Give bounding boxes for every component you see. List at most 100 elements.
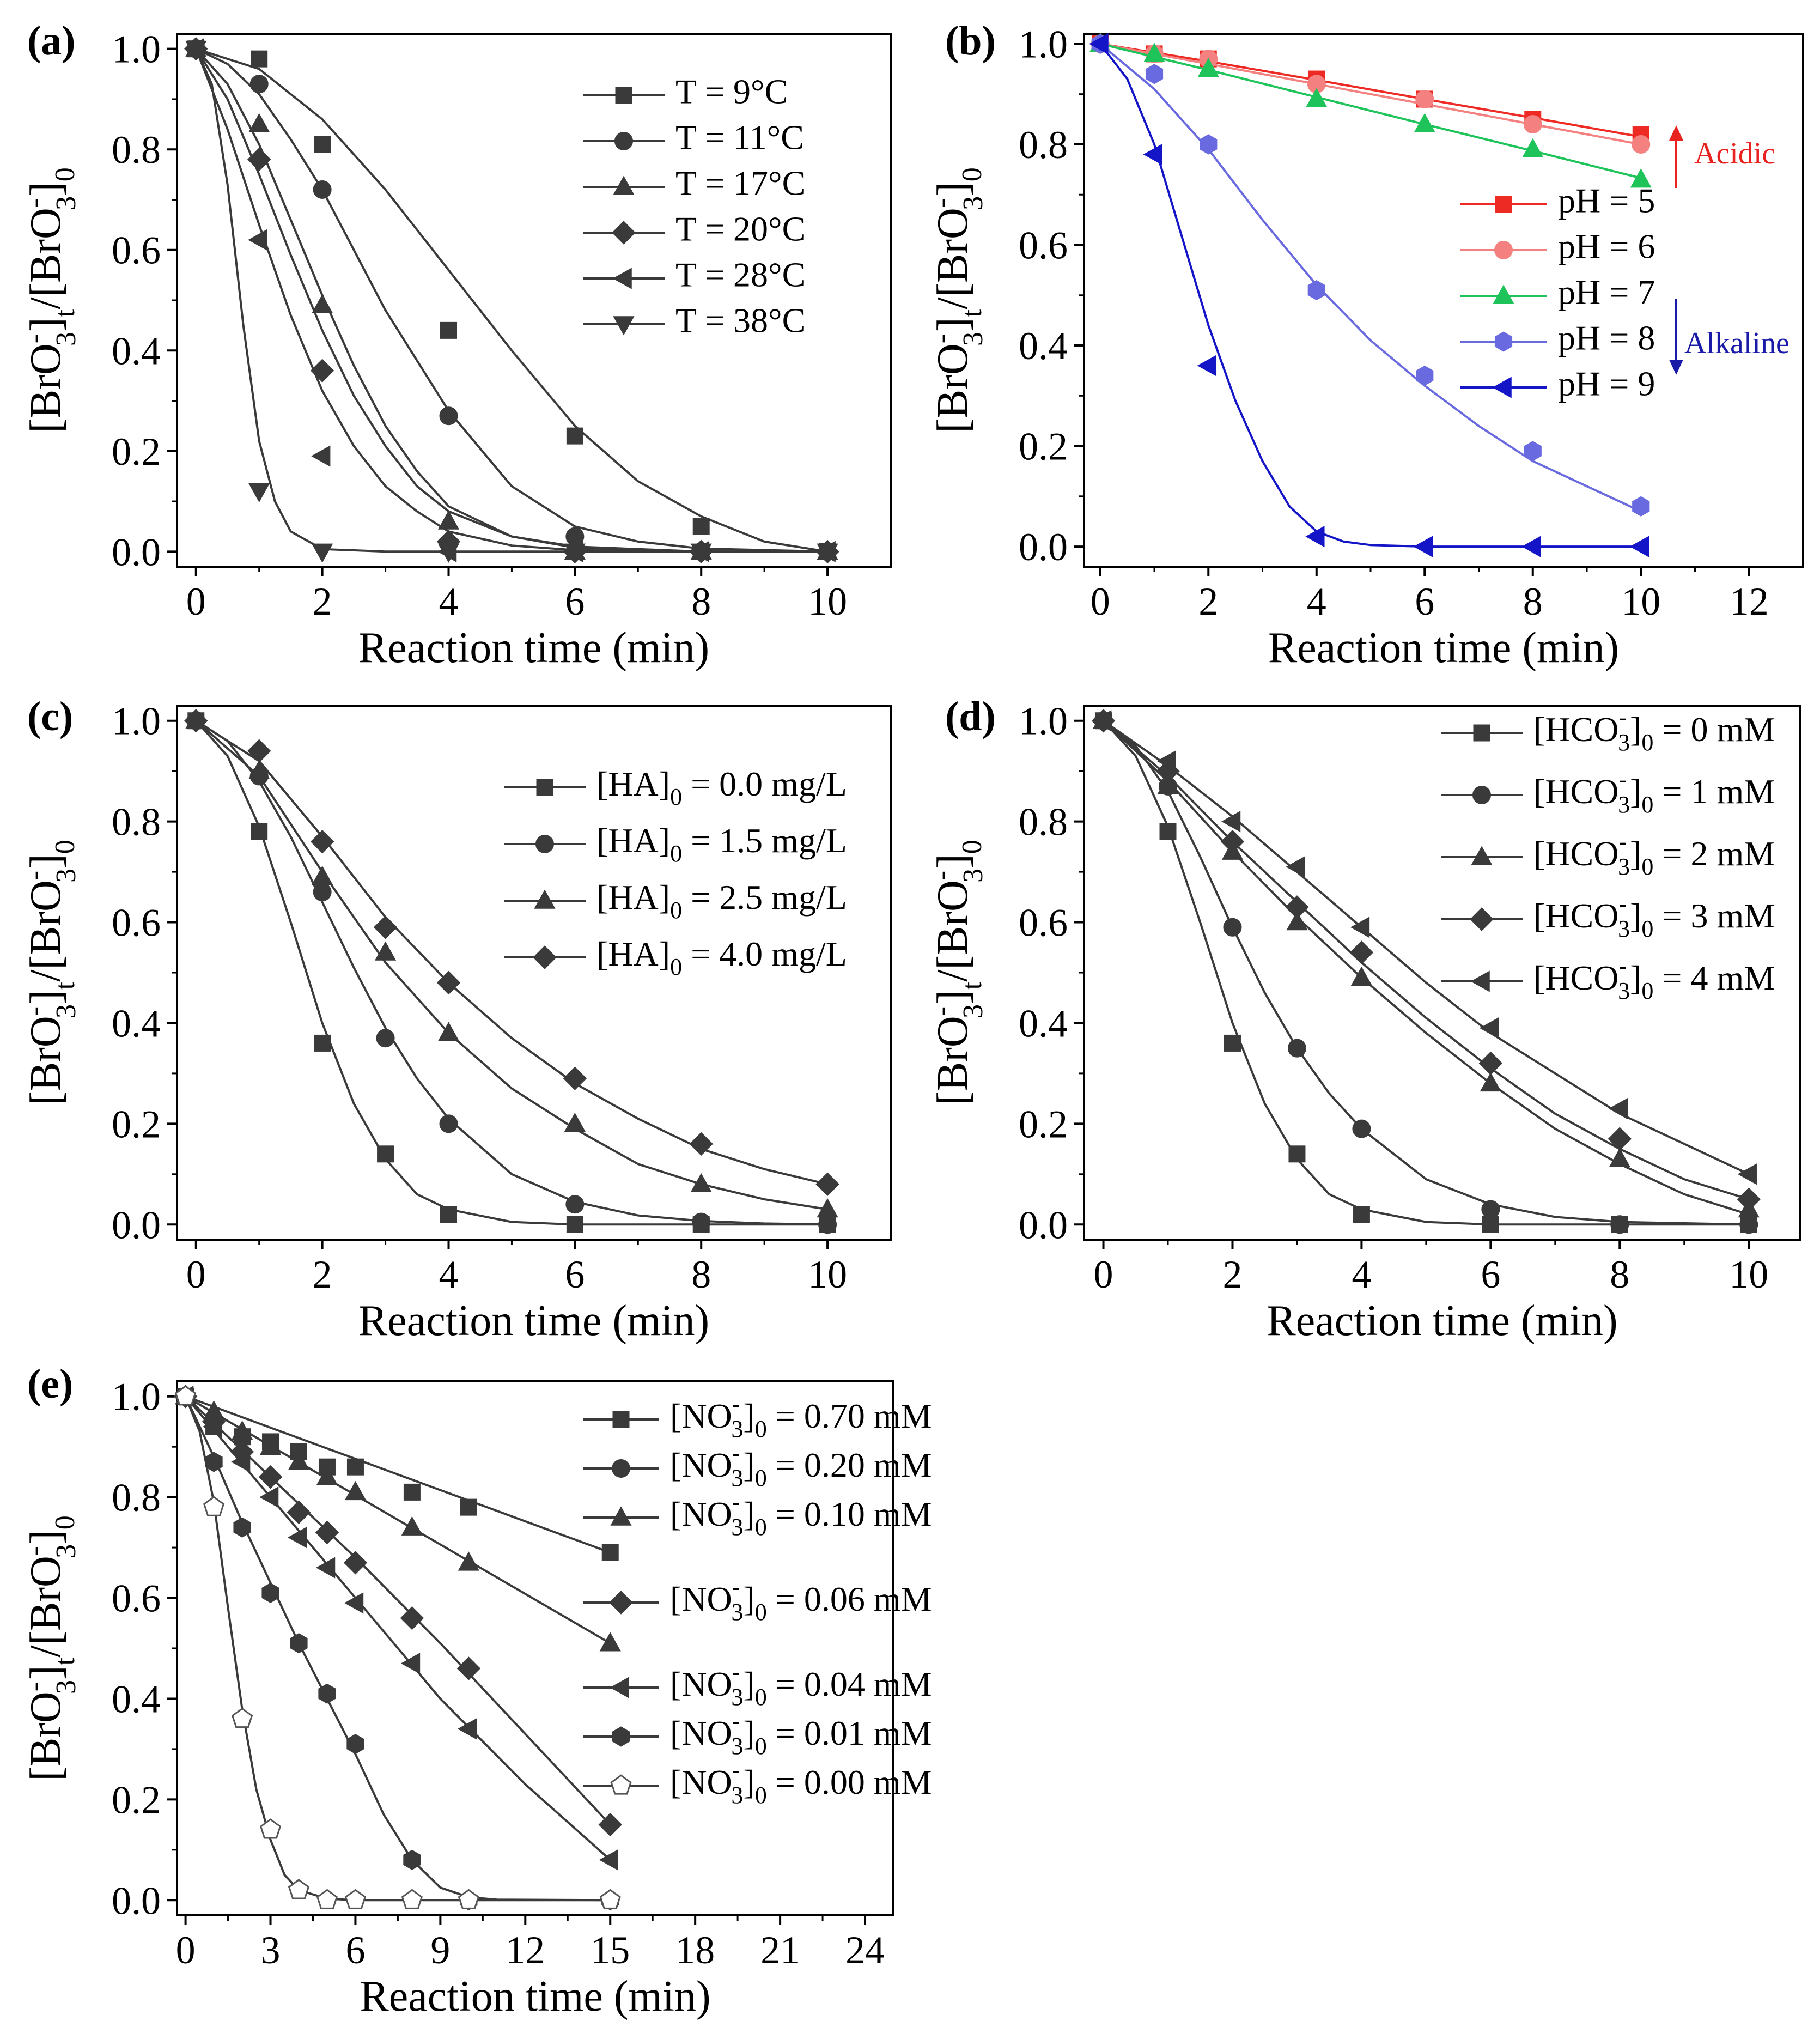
data-point xyxy=(1223,918,1242,937)
data-point xyxy=(1349,940,1374,964)
series-line xyxy=(195,720,828,1226)
data-point xyxy=(314,1034,331,1052)
data-point xyxy=(1480,1072,1501,1092)
data-point xyxy=(460,1498,477,1516)
data-point xyxy=(315,1520,339,1545)
x-axis-title: Reaction time (min) xyxy=(358,1297,709,1345)
y-tick-label: 0.0 xyxy=(112,1879,161,1922)
legend-label: [HA]0 = 2.5 mg/L xyxy=(596,878,847,924)
y-tick-label: 0.4 xyxy=(112,329,161,373)
legend-item: pH = 9 xyxy=(1460,365,1655,403)
chart-panel-a: 0 2 4 6 8 10 0.0 0.2 0.4 0.6 0.8 1.0 Reaction time (… xyxy=(19,18,892,672)
legend-label: pH = 9 xyxy=(1558,365,1655,403)
y-tick-label: 0.6 xyxy=(112,229,161,272)
y-tick-label: 1.0 xyxy=(112,28,161,71)
data-point xyxy=(599,1632,621,1652)
data-point xyxy=(231,1420,253,1440)
chart-panel-d: 0 2 4 6 8 10 0.0 0.2 0.4 0.6 0.8 1.0 Reaction time (… xyxy=(926,694,1801,1345)
x-tick-label: 10 xyxy=(1621,580,1660,623)
legend-marker xyxy=(1493,284,1514,304)
data-point xyxy=(231,1451,251,1473)
legend-label: [HCO-3]0 = 2 mM xyxy=(1533,828,1775,880)
data-point xyxy=(1737,1187,1761,1211)
data-point xyxy=(458,1551,479,1571)
y-tick-label: 0.8 xyxy=(112,800,161,844)
y-axis-title: [BrO-3]t/[BrO-3]0 xyxy=(19,167,82,433)
data-point xyxy=(1143,143,1162,166)
series-line xyxy=(1103,720,1750,1175)
x-axis-title: Reaction time (min) xyxy=(1268,624,1619,672)
x-tick-label: 2 xyxy=(313,1253,332,1296)
data-point xyxy=(1306,88,1328,107)
data-point xyxy=(1413,536,1433,557)
legend-label: pH = 7 xyxy=(1558,273,1655,312)
legend-item: T = 11°C xyxy=(583,118,804,157)
x-axis-title: Reaction time (min) xyxy=(360,1973,710,2020)
data-point xyxy=(1197,355,1217,377)
data-point xyxy=(346,1458,364,1476)
data-point xyxy=(1521,536,1541,557)
legend-item: pH = 5 xyxy=(1460,181,1655,220)
data-point xyxy=(690,1173,712,1193)
data-point xyxy=(374,941,397,961)
x-tick-label: 0 xyxy=(1091,580,1110,623)
series-line xyxy=(1099,43,1642,513)
legend-item: [NO-3]0 = 0.10 mM xyxy=(583,1489,932,1540)
series-6 xyxy=(174,1385,621,1909)
data-point xyxy=(692,518,710,535)
panel-letter: (b) xyxy=(945,18,996,64)
legend-label: [NO-3]0 = 0.04 mM xyxy=(670,1659,932,1710)
data-point xyxy=(251,50,268,68)
series-5 xyxy=(185,40,838,563)
data-point xyxy=(313,180,332,199)
legend-label: pH = 5 xyxy=(1558,181,1655,220)
legend-item: [HA]0 = 2.5 mg/L xyxy=(504,878,847,924)
data-point xyxy=(344,1480,367,1501)
data-point xyxy=(437,1022,460,1041)
data-point xyxy=(344,1592,364,1614)
x-tick-label: 15 xyxy=(591,1928,630,1972)
series-line xyxy=(185,1395,611,1644)
data-point xyxy=(439,1114,458,1133)
data-point xyxy=(248,113,270,132)
legend-label: T = 9°C xyxy=(675,72,788,111)
x-tick-label: 0 xyxy=(186,580,206,623)
legend-item: T = 17°C xyxy=(583,164,805,203)
y-axis-title: [BrO-3]t/[BrO-3]0 xyxy=(926,167,989,433)
data-point xyxy=(564,543,586,563)
legend-marker xyxy=(536,779,553,796)
series-line xyxy=(195,720,828,1211)
data-point xyxy=(1630,168,1652,188)
legend-item: T = 9°C xyxy=(583,72,788,111)
data-point xyxy=(401,1516,423,1536)
data-point xyxy=(1737,1163,1757,1185)
data-point xyxy=(288,1879,310,1899)
y-tick-label: 0.4 xyxy=(112,1002,161,1045)
y-tick-label: 1.0 xyxy=(1019,22,1068,66)
data-point xyxy=(312,865,333,885)
legend-marker xyxy=(610,1506,632,1526)
legend-marker xyxy=(1472,786,1491,804)
series-line xyxy=(195,720,828,1186)
data-point xyxy=(440,321,457,339)
data-point xyxy=(233,1517,251,1538)
data-point xyxy=(1145,64,1164,84)
data-point xyxy=(1305,526,1325,548)
legend-item: pH = 6 xyxy=(1460,227,1655,266)
data-point xyxy=(203,1416,222,1437)
data-point xyxy=(344,1889,367,1909)
y-axis-title: [BrO-3]t/[BrO-3]0 xyxy=(926,840,989,1105)
data-point xyxy=(1632,496,1650,517)
data-point xyxy=(174,1385,197,1406)
y-tick-label: 0.0 xyxy=(112,1203,161,1247)
data-point xyxy=(599,1889,621,1909)
data-point xyxy=(259,1818,282,1839)
x-tick-label: 4 xyxy=(1352,1253,1371,1296)
data-point xyxy=(1200,134,1218,155)
data-point xyxy=(1416,365,1434,386)
y-tick-label: 0.6 xyxy=(112,1577,161,1621)
legend-marker xyxy=(610,1774,632,1795)
x-tick-label: 10 xyxy=(808,1253,847,1296)
x-tick-label: 18 xyxy=(675,1928,715,1972)
y-tick-label: 0.8 xyxy=(1019,123,1068,167)
